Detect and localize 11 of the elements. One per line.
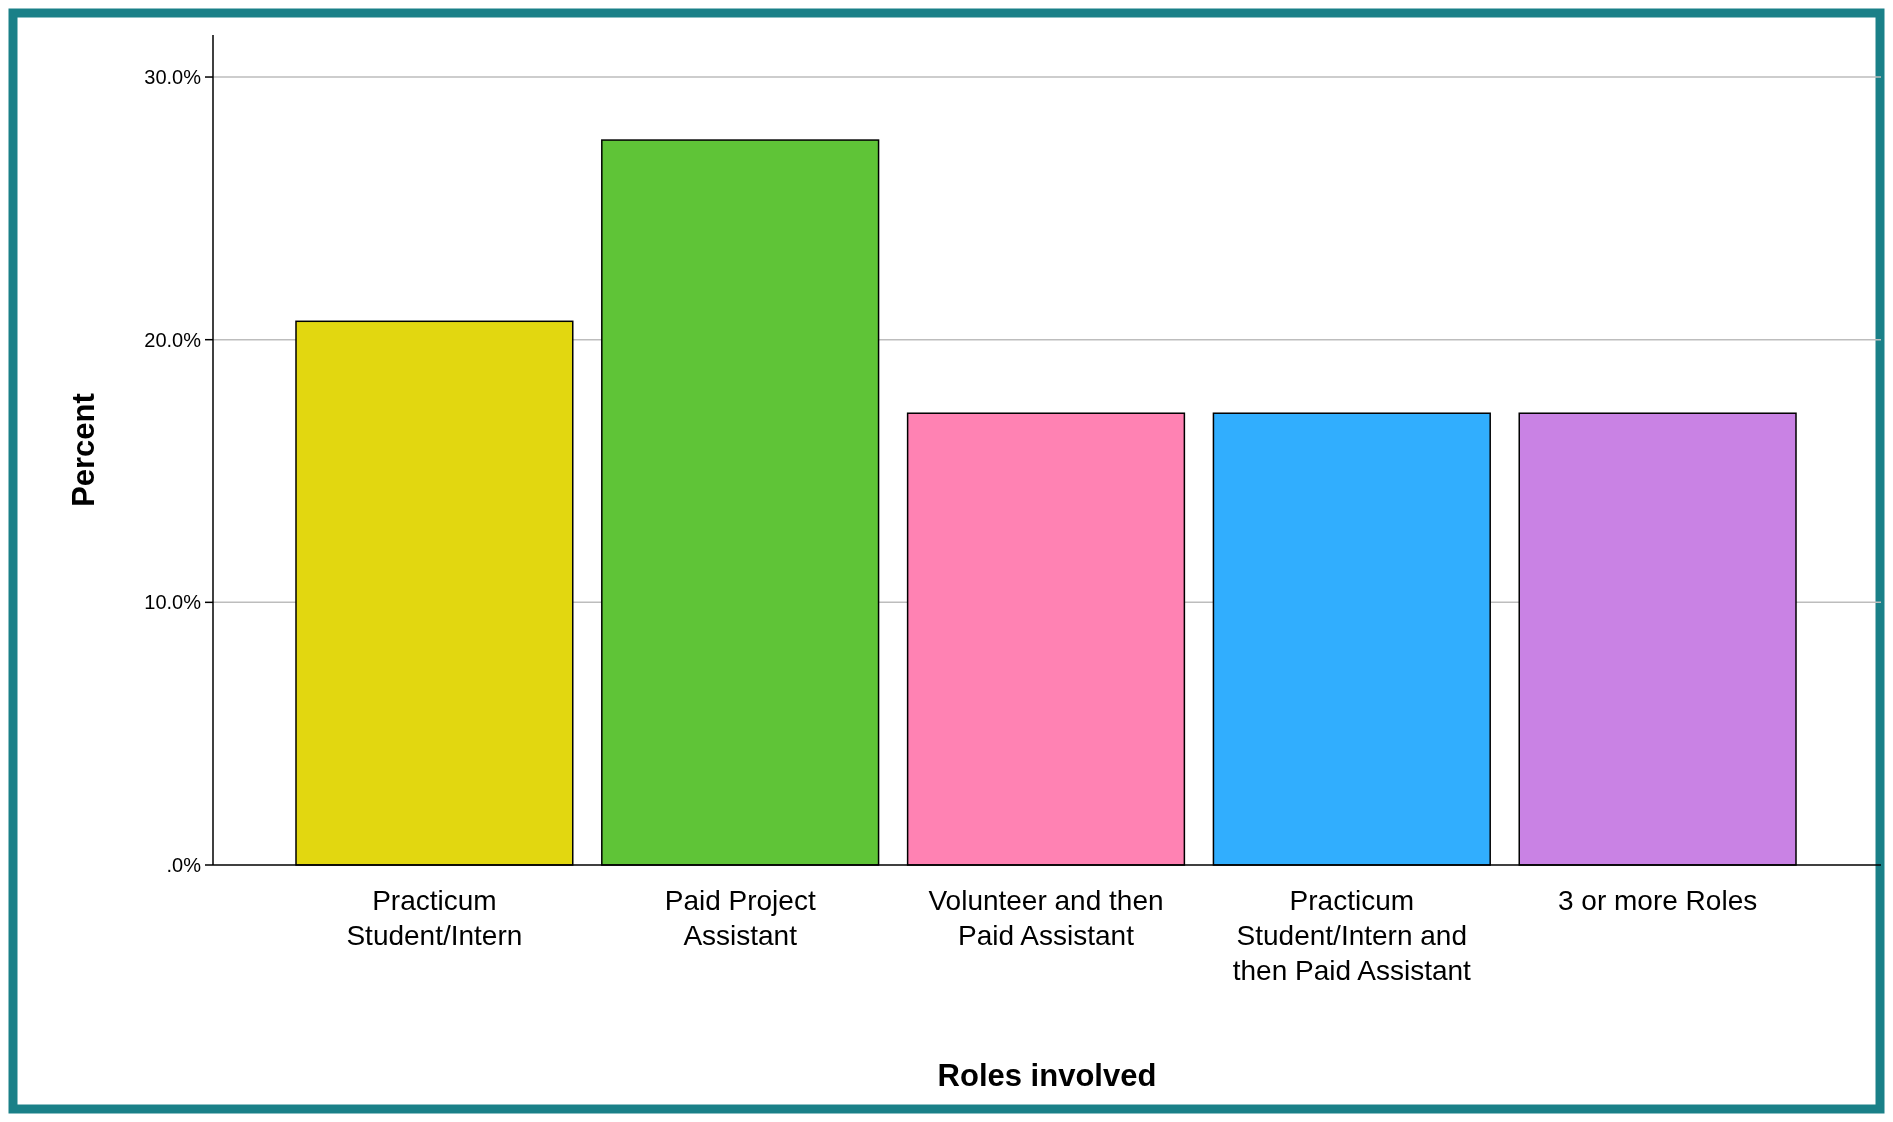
x-tick-label: Volunteer and then Paid Assistant xyxy=(928,885,1164,951)
x-tick-label: Practicum Student/Intern xyxy=(346,885,523,951)
x-tick-label: 3 or more Roles xyxy=(1558,885,1758,916)
x-tick-label: Practicum Student/Intern and then Paid Assistant xyxy=(1232,885,1472,986)
y-tick-label: .0% xyxy=(166,854,202,876)
x-tick-label: Paid Project Assistant xyxy=(664,885,816,951)
y-axis-title: Percent xyxy=(66,393,101,507)
y-tick-label: 10.0% xyxy=(144,591,202,614)
y-tick-label: 20.0% xyxy=(144,328,202,351)
x-axis-title: Roles involved xyxy=(937,1058,1157,1093)
y-tick-label: 30.0% xyxy=(144,66,202,89)
